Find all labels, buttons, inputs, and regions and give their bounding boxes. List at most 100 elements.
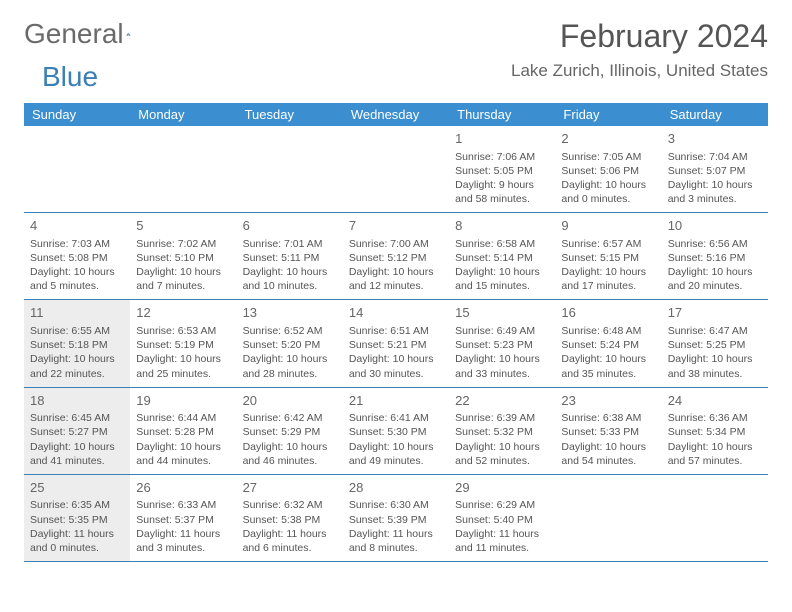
day-cell (24, 126, 130, 212)
day-cell: 9Sunrise: 6:57 AMSunset: 5:15 PMDaylight… (555, 213, 661, 299)
day1-text: Daylight: 10 hours (243, 440, 337, 454)
logo-text-general: General (24, 18, 124, 50)
sunset-text: Sunset: 5:39 PM (349, 513, 443, 527)
day1-text: Daylight: 10 hours (561, 352, 655, 366)
sunset-text: Sunset: 5:34 PM (668, 425, 762, 439)
sail-icon (126, 23, 131, 45)
day-cell: 25Sunrise: 6:35 AMSunset: 5:35 PMDayligh… (24, 475, 130, 561)
sunrise-text: Sunrise: 7:05 AM (561, 150, 655, 164)
day-cell: 4Sunrise: 7:03 AMSunset: 5:08 PMDaylight… (24, 213, 130, 299)
day-cell: 3Sunrise: 7:04 AMSunset: 5:07 PMDaylight… (662, 126, 768, 212)
day-cell: 27Sunrise: 6:32 AMSunset: 5:38 PMDayligh… (237, 475, 343, 561)
sunset-text: Sunset: 5:28 PM (136, 425, 230, 439)
day2-text: and 46 minutes. (243, 454, 337, 468)
week-row: 18Sunrise: 6:45 AMSunset: 5:27 PMDayligh… (24, 388, 768, 475)
day-number: 10 (668, 217, 762, 235)
sunrise-text: Sunrise: 6:39 AM (455, 411, 549, 425)
day2-text: and 15 minutes. (455, 279, 549, 293)
day-cell: 18Sunrise: 6:45 AMSunset: 5:27 PMDayligh… (24, 388, 130, 474)
day-number: 26 (136, 479, 230, 497)
sunset-text: Sunset: 5:18 PM (30, 338, 124, 352)
day2-text: and 12 minutes. (349, 279, 443, 293)
day1-text: Daylight: 10 hours (349, 265, 443, 279)
sunset-text: Sunset: 5:40 PM (455, 513, 549, 527)
sunset-text: Sunset: 5:12 PM (349, 251, 443, 265)
day-number: 25 (30, 479, 124, 497)
day1-text: Daylight: 10 hours (349, 352, 443, 366)
day-cell: 8Sunrise: 6:58 AMSunset: 5:14 PMDaylight… (449, 213, 555, 299)
day1-text: Daylight: 11 hours (243, 527, 337, 541)
location: Lake Zurich, Illinois, United States (511, 61, 768, 81)
day2-text: and 22 minutes. (30, 367, 124, 381)
day1-text: Daylight: 10 hours (243, 352, 337, 366)
day-number: 24 (668, 392, 762, 410)
sunrise-text: Sunrise: 7:01 AM (243, 237, 337, 251)
day2-text: and 5 minutes. (30, 279, 124, 293)
day1-text: Daylight: 11 hours (349, 527, 443, 541)
day2-text: and 0 minutes. (561, 192, 655, 206)
day2-text: and 25 minutes. (136, 367, 230, 381)
sunrise-text: Sunrise: 7:03 AM (30, 237, 124, 251)
sunrise-text: Sunrise: 6:52 AM (243, 324, 337, 338)
day-number: 8 (455, 217, 549, 235)
sunset-text: Sunset: 5:15 PM (561, 251, 655, 265)
sunrise-text: Sunrise: 6:45 AM (30, 411, 124, 425)
day-number: 18 (30, 392, 124, 410)
sunset-text: Sunset: 5:21 PM (349, 338, 443, 352)
day1-text: Daylight: 10 hours (561, 178, 655, 192)
sunrise-text: Sunrise: 6:58 AM (455, 237, 549, 251)
sunrise-text: Sunrise: 6:55 AM (30, 324, 124, 338)
sunrise-text: Sunrise: 6:57 AM (561, 237, 655, 251)
sunset-text: Sunset: 5:30 PM (349, 425, 443, 439)
day-cell: 11Sunrise: 6:55 AMSunset: 5:18 PMDayligh… (24, 300, 130, 386)
sunset-text: Sunset: 5:10 PM (136, 251, 230, 265)
sunrise-text: Sunrise: 6:56 AM (668, 237, 762, 251)
day-number: 6 (243, 217, 337, 235)
day-cell: 13Sunrise: 6:52 AMSunset: 5:20 PMDayligh… (237, 300, 343, 386)
month-title: February 2024 (511, 18, 768, 55)
day-cell (343, 126, 449, 212)
day-cell: 7Sunrise: 7:00 AMSunset: 5:12 PMDaylight… (343, 213, 449, 299)
day-cell: 12Sunrise: 6:53 AMSunset: 5:19 PMDayligh… (130, 300, 236, 386)
sunrise-text: Sunrise: 7:00 AM (349, 237, 443, 251)
day-number: 13 (243, 304, 337, 322)
day2-text: and 0 minutes. (30, 541, 124, 555)
day1-text: Daylight: 10 hours (455, 352, 549, 366)
day2-text: and 57 minutes. (668, 454, 762, 468)
day-cell: 17Sunrise: 6:47 AMSunset: 5:25 PMDayligh… (662, 300, 768, 386)
day-number: 1 (455, 130, 549, 148)
day-cell: 28Sunrise: 6:30 AMSunset: 5:39 PMDayligh… (343, 475, 449, 561)
sunset-text: Sunset: 5:32 PM (455, 425, 549, 439)
sunrise-text: Sunrise: 6:38 AM (561, 411, 655, 425)
sunrise-text: Sunrise: 6:35 AM (30, 498, 124, 512)
day-number: 15 (455, 304, 549, 322)
day2-text: and 58 minutes. (455, 192, 549, 206)
day-number: 2 (561, 130, 655, 148)
day-cell: 22Sunrise: 6:39 AMSunset: 5:32 PMDayligh… (449, 388, 555, 474)
day-cell: 14Sunrise: 6:51 AMSunset: 5:21 PMDayligh… (343, 300, 449, 386)
dayname-saturday: Saturday (662, 103, 768, 126)
day-number: 22 (455, 392, 549, 410)
sunrise-text: Sunrise: 6:49 AM (455, 324, 549, 338)
day2-text: and 3 minutes. (136, 541, 230, 555)
dayname-thursday: Thursday (449, 103, 555, 126)
day1-text: Daylight: 10 hours (136, 352, 230, 366)
day-cell (555, 475, 661, 561)
day-number: 17 (668, 304, 762, 322)
day-cell: 6Sunrise: 7:01 AMSunset: 5:11 PMDaylight… (237, 213, 343, 299)
day1-text: Daylight: 10 hours (561, 440, 655, 454)
sunset-text: Sunset: 5:35 PM (30, 513, 124, 527)
day-cell: 15Sunrise: 6:49 AMSunset: 5:23 PMDayligh… (449, 300, 555, 386)
sunrise-text: Sunrise: 7:06 AM (455, 150, 549, 164)
day-number: 20 (243, 392, 337, 410)
day-number: 27 (243, 479, 337, 497)
day1-text: Daylight: 11 hours (136, 527, 230, 541)
day2-text: and 41 minutes. (30, 454, 124, 468)
day2-text: and 44 minutes. (136, 454, 230, 468)
sunset-text: Sunset: 5:38 PM (243, 513, 337, 527)
sunrise-text: Sunrise: 6:30 AM (349, 498, 443, 512)
day1-text: Daylight: 10 hours (243, 265, 337, 279)
day2-text: and 6 minutes. (243, 541, 337, 555)
sunrise-text: Sunrise: 6:51 AM (349, 324, 443, 338)
day-cell: 26Sunrise: 6:33 AMSunset: 5:37 PMDayligh… (130, 475, 236, 561)
